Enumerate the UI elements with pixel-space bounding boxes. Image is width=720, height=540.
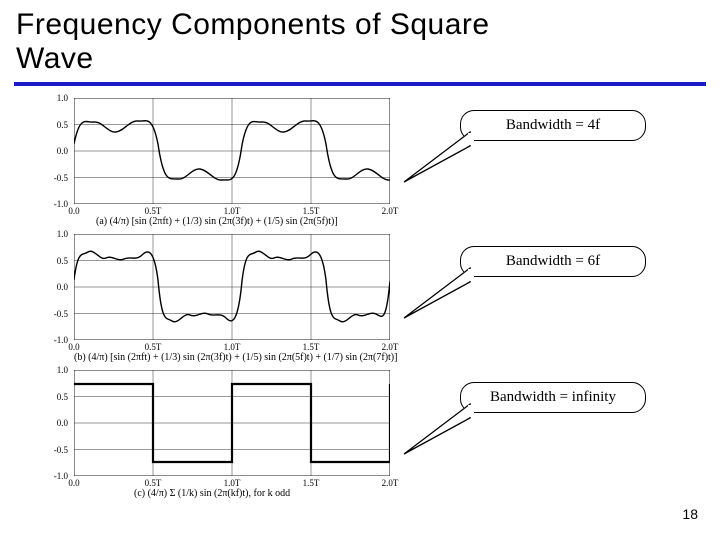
xtick: 1.0T xyxy=(217,342,247,352)
chart-0: 1.00.50.0-0.5-1.00.00.5T1.0T1.5T2.0T(a) … xyxy=(74,98,390,204)
ytick: 0.5 xyxy=(40,256,68,266)
callout-tail xyxy=(400,128,480,188)
title-line2: Wave xyxy=(16,42,94,75)
chart-2: 1.00.50.0-0.5-1.00.00.5T1.0T1.5T2.0T(c) … xyxy=(74,370,390,476)
xtick: 0.0 xyxy=(59,206,89,216)
xtick: 1.5T xyxy=(296,206,326,216)
ytick: 1.0 xyxy=(40,93,68,103)
chart-svg xyxy=(74,370,390,476)
xtick: 2.0T xyxy=(375,206,405,216)
chart-caption: (a) (4/π) [sin (2πft) + (1/3) sin (2π(3f… xyxy=(96,216,338,227)
callout-bubble: Bandwidth = infinity xyxy=(460,382,646,413)
xtick: 0.5T xyxy=(138,206,168,216)
page-number: 18 xyxy=(682,506,698,522)
slide-title: Frequency Components of Square Wave xyxy=(16,8,490,76)
callout-bubble: Bandwidth = 6f xyxy=(460,246,646,277)
chart-1: 1.00.50.0-0.5-1.00.00.5T1.0T1.5T2.0T(b) … xyxy=(74,234,390,340)
callout-tail xyxy=(400,264,480,324)
xtick: 0.0 xyxy=(59,478,89,488)
xtick: 1.0T xyxy=(217,206,247,216)
title-underline xyxy=(14,82,706,86)
xtick: 2.0T xyxy=(375,478,405,488)
xtick: 1.5T xyxy=(296,342,326,352)
ytick: 0.0 xyxy=(40,418,68,428)
ytick: 1.0 xyxy=(40,229,68,239)
chart-svg xyxy=(74,98,390,204)
xtick: 2.0T xyxy=(375,342,405,352)
callout-tail xyxy=(400,400,480,460)
ytick: -0.5 xyxy=(40,309,68,319)
ytick: 0.5 xyxy=(40,120,68,130)
callout: Bandwidth = 4f xyxy=(460,110,646,141)
chart-svg xyxy=(74,234,390,340)
ytick: 0.0 xyxy=(40,282,68,292)
callout-bubble: Bandwidth = 4f xyxy=(460,110,646,141)
title-line1: Frequency Components of Square xyxy=(16,8,490,41)
xtick: 0.5T xyxy=(138,342,168,352)
xtick: 1.5T xyxy=(296,478,326,488)
chart-caption: (c) (4/π) Σ (1/k) sin (2π(kf)t), for k o… xyxy=(134,488,290,499)
ytick: 0.5 xyxy=(40,392,68,402)
xtick: 0.0 xyxy=(59,342,89,352)
xtick: 1.0T xyxy=(217,478,247,488)
ytick: 1.0 xyxy=(40,365,68,375)
ytick: -0.5 xyxy=(40,445,68,455)
chart-caption: (b) (4/π) [sin (2πft) + (1/3) sin (2π(3f… xyxy=(74,352,397,363)
callout: Bandwidth = infinity xyxy=(460,382,646,413)
xtick: 0.5T xyxy=(138,478,168,488)
callout: Bandwidth = 6f xyxy=(460,246,646,277)
ytick: 0.0 xyxy=(40,146,68,156)
ytick: -0.5 xyxy=(40,173,68,183)
